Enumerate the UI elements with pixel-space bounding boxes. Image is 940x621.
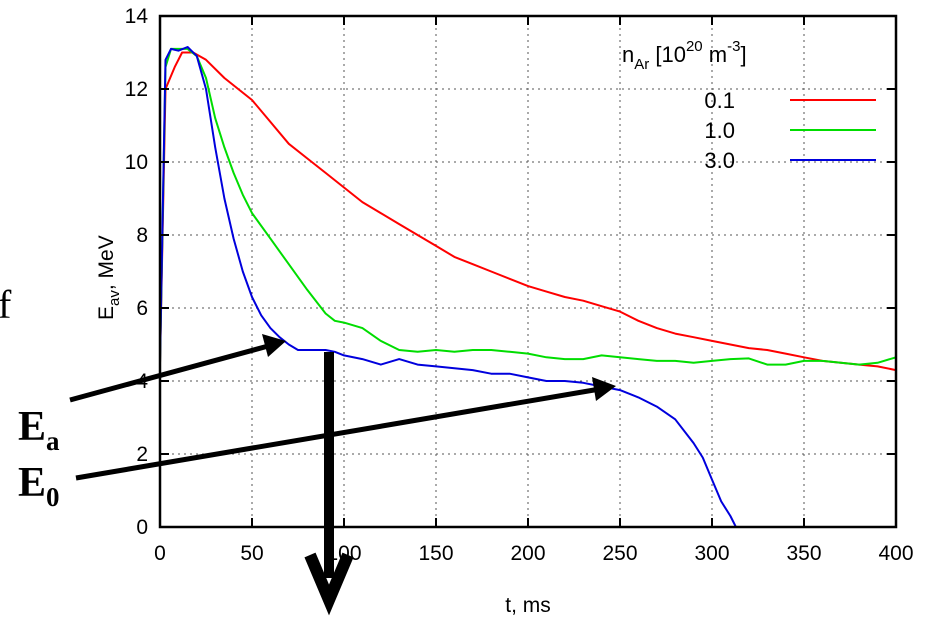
legend: nAr [1020 m-3] 0.1 1.0 3.0 <box>622 38 876 173</box>
annotation-e0-label: E0 <box>18 460 60 512</box>
annotation-e0: E0 <box>18 377 616 512</box>
axis-ticks: 05010015020025030035040002468101214 <box>125 5 914 565</box>
down-arrow <box>304 352 354 616</box>
annotation-ea-sub: a <box>46 426 60 456</box>
legend-label-3-0: 3.0 <box>704 148 735 173</box>
y-tick-label: 2 <box>136 443 148 466</box>
legend-title: nAr [1020 m-3] <box>622 38 747 73</box>
x-tick-label: 50 <box>240 542 263 565</box>
y-label-main: E <box>95 306 118 320</box>
legend-label-0-1: 0.1 <box>704 88 735 113</box>
legend-label-1-0: 1.0 <box>704 118 735 143</box>
legend-title-unit-exp: -3 <box>727 38 740 55</box>
annotation-ea-main: E <box>18 404 46 450</box>
series-line-0-1 <box>160 51 896 372</box>
y-tick-label: 0 <box>136 516 148 539</box>
y-label-sub: av <box>106 290 123 306</box>
y-tick-label: 6 <box>136 297 148 320</box>
x-tick-label: 0 <box>154 542 166 565</box>
y-label-rest: , MeV <box>95 235 118 290</box>
arrow-ea-shaft <box>69 342 273 403</box>
legend-title-exp: 20 <box>686 38 703 55</box>
x-tick-label: 300 <box>694 542 729 565</box>
x-tick-label: 150 <box>418 542 453 565</box>
arrow-e0-shaft <box>75 386 601 481</box>
grid-lines <box>160 16 896 527</box>
legend-title-sub: Ar <box>634 56 649 73</box>
legend-title-main: n <box>622 42 634 67</box>
legend-title-close: ] <box>740 42 746 67</box>
y-tick-label: 10 <box>125 151 148 174</box>
series-lines <box>160 46 896 527</box>
series-line-3-0 <box>160 46 737 527</box>
arrow-ea-head <box>262 334 286 357</box>
arrow-e0-head <box>592 377 616 401</box>
y-tick-label: 12 <box>125 78 148 101</box>
y-tick-label: 14 <box>125 5 149 28</box>
x-tick-label: 250 <box>602 542 637 565</box>
x-axis-label: t, ms <box>505 594 551 617</box>
x-tick-label: 350 <box>786 542 821 565</box>
y-tick-label: 8 <box>136 224 148 247</box>
y-axis-label: Eav, MeV <box>95 235 123 320</box>
plot-frame <box>158 14 898 529</box>
legend-title-unit: m <box>703 42 727 67</box>
svg-text:Eav, MeV: Eav, MeV <box>95 235 123 320</box>
legend-title-mid: [10 <box>649 42 686 67</box>
down-arrow-shaft <box>324 352 334 578</box>
series-line-1-0 <box>160 47 896 366</box>
x-tick-label: 400 <box>878 542 913 565</box>
annotation-ea: Ea <box>18 334 286 456</box>
annotation-e0-sub: 0 <box>46 482 60 512</box>
annotation-e0-main: E <box>18 460 46 506</box>
y-label-left-fragment: of <box>0 282 12 327</box>
x-tick-label: 200 <box>510 542 545 565</box>
annotation-ea-label: Ea <box>18 404 60 456</box>
down-arrow-head <box>304 552 354 616</box>
